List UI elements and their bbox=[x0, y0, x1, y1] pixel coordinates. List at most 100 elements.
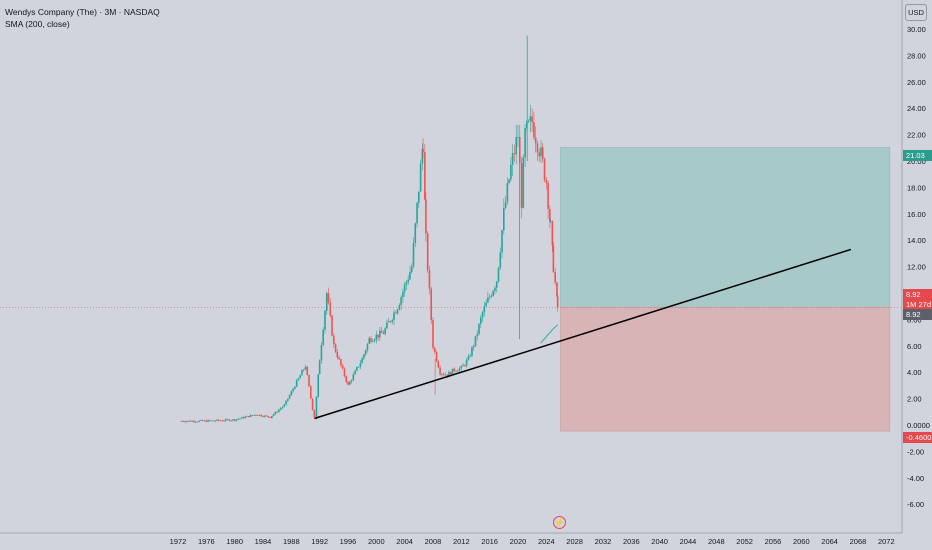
candle-body bbox=[426, 233, 429, 271]
y-tick-label: 0.0000 bbox=[907, 421, 930, 430]
candle-body bbox=[322, 329, 325, 345]
candle-body bbox=[446, 374, 448, 377]
candle-body bbox=[414, 223, 417, 243]
candle-body bbox=[345, 376, 348, 382]
candle-body bbox=[324, 310, 326, 330]
y-tick-label: 4.00 bbox=[907, 368, 922, 377]
candle-body bbox=[313, 409, 316, 418]
x-tick-label: 2064 bbox=[821, 537, 838, 546]
candle-body bbox=[416, 202, 418, 224]
candle-body bbox=[418, 191, 420, 203]
candle-body bbox=[295, 380, 298, 387]
candle-body bbox=[543, 158, 546, 181]
candle-body bbox=[356, 367, 358, 371]
candle-body bbox=[331, 315, 333, 336]
candle-body bbox=[510, 164, 512, 180]
candle-body bbox=[310, 386, 312, 399]
candle-body bbox=[464, 365, 466, 366]
y-tick-label: 16.00 bbox=[907, 210, 926, 219]
candle-body bbox=[200, 420, 202, 421]
candle-body bbox=[551, 221, 554, 246]
candle-body bbox=[255, 414, 257, 416]
candle-body bbox=[435, 351, 438, 362]
candle-body bbox=[210, 420, 213, 422]
candle-body bbox=[448, 372, 450, 377]
candle-body bbox=[419, 163, 422, 192]
candle-body bbox=[393, 312, 395, 320]
candle-body bbox=[471, 347, 473, 356]
candle-body bbox=[405, 281, 408, 285]
candle-body bbox=[363, 354, 365, 359]
price-axis: 30.00 28.00 26.00 24.00 22.00 20.00 18.00 16.00… bbox=[907, 25, 930, 509]
candle-body bbox=[441, 373, 443, 375]
candle-body bbox=[400, 297, 402, 306]
candle-body bbox=[545, 180, 548, 183]
candle-body bbox=[194, 421, 197, 423]
x-tick-label: 2008 bbox=[425, 537, 442, 546]
time-zone-icon[interactable]: ⚡ bbox=[553, 516, 566, 529]
candle-body bbox=[244, 416, 247, 419]
currency-button[interactable]: USD bbox=[905, 4, 927, 21]
candle-body bbox=[534, 137, 537, 144]
candle-body bbox=[527, 120, 530, 122]
candle-body bbox=[465, 359, 468, 366]
candle-body bbox=[260, 414, 263, 417]
candle-body bbox=[368, 338, 371, 344]
overlays bbox=[0, 248, 902, 420]
candle-body bbox=[529, 116, 532, 121]
candle-body bbox=[203, 420, 206, 422]
candle-body bbox=[207, 420, 209, 422]
candle-body bbox=[517, 137, 519, 138]
candle-body bbox=[196, 421, 199, 423]
x-tick-label: 2000 bbox=[368, 537, 385, 546]
candle-body bbox=[382, 332, 385, 335]
candle-body bbox=[554, 272, 556, 283]
candle-body bbox=[395, 312, 397, 314]
candle-body bbox=[422, 148, 424, 153]
x-tick-label: 1984 bbox=[255, 537, 272, 546]
candle-body bbox=[239, 418, 241, 420]
candle-body bbox=[451, 368, 454, 375]
x-tick-label: 2020 bbox=[510, 537, 527, 546]
candle-body bbox=[540, 147, 542, 157]
candle-body bbox=[531, 116, 533, 123]
x-tick-label: 2040 bbox=[651, 537, 668, 546]
candle-body bbox=[343, 368, 346, 377]
candle-body bbox=[230, 420, 232, 422]
candle-body bbox=[292, 388, 294, 392]
candle-body bbox=[350, 380, 353, 382]
candle-body bbox=[490, 295, 493, 297]
candle-body bbox=[249, 415, 252, 418]
candle-body bbox=[253, 414, 255, 416]
y-tick-label: 22.00 bbox=[907, 131, 926, 140]
candle-body bbox=[481, 312, 484, 318]
candle-body bbox=[412, 242, 415, 267]
candle-body bbox=[456, 370, 459, 372]
candle-body bbox=[437, 361, 440, 368]
candle-body bbox=[189, 420, 192, 422]
y-tick-label: 6.00 bbox=[907, 342, 922, 351]
candle-body bbox=[279, 408, 282, 410]
y-tick-label: 18.00 bbox=[907, 183, 926, 192]
candle-body bbox=[180, 421, 183, 422]
candle-body bbox=[492, 290, 494, 296]
candle-body bbox=[340, 359, 342, 366]
candle-body bbox=[409, 272, 411, 280]
y-tick-label: 24.00 bbox=[907, 104, 926, 113]
candle-body bbox=[304, 366, 307, 370]
candle-body bbox=[348, 381, 351, 385]
x-tick-label: 1992 bbox=[311, 537, 328, 546]
x-tick-label: 2060 bbox=[793, 537, 810, 546]
candle-body bbox=[212, 420, 215, 422]
y-tick-label: 20.00 bbox=[907, 157, 926, 166]
candle-body bbox=[444, 374, 447, 376]
indicator-label[interactable]: SMA (200, close) bbox=[5, 19, 70, 29]
candle-body bbox=[320, 344, 323, 361]
candle-body bbox=[549, 221, 552, 222]
candle-body bbox=[240, 417, 243, 419]
candle-body bbox=[237, 418, 240, 420]
y-tick-label: -6.00 bbox=[907, 500, 924, 509]
candle-body bbox=[209, 420, 211, 421]
candle-body bbox=[556, 296, 559, 308]
